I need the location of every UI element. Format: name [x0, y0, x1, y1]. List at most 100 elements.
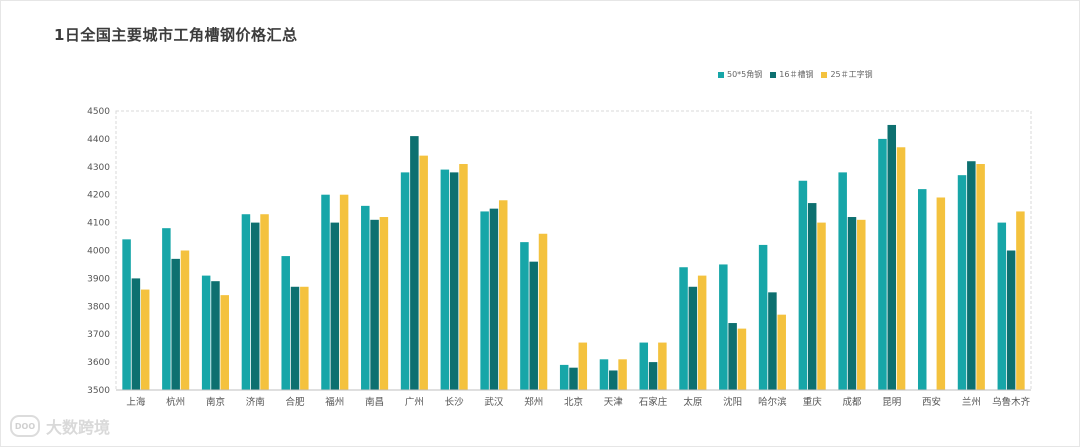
bar-1: [281, 256, 290, 390]
y-tick-label: 4500: [87, 107, 110, 117]
bar-1: [480, 211, 489, 390]
bar-1: [520, 242, 529, 390]
bar-2: [728, 323, 737, 390]
y-tick-label: 3800: [87, 302, 110, 312]
bar-3: [777, 314, 786, 390]
legend-label-3: 25＃工字钢: [830, 70, 873, 79]
bar-3: [737, 328, 747, 390]
bar-1: [878, 138, 887, 390]
bar-2: [688, 286, 698, 390]
x-tick-label: 杭州: [166, 396, 185, 408]
bar-2: [529, 261, 538, 390]
bar-2: [290, 286, 300, 390]
bar-3: [618, 359, 627, 390]
legend-swatch-2: [770, 71, 777, 78]
y-tick-label: 4400: [87, 135, 110, 145]
bar-3: [339, 194, 349, 390]
bar-1: [639, 342, 649, 390]
bar-3: [1016, 211, 1025, 390]
bar-3: [658, 342, 667, 390]
bar-3: [419, 155, 428, 390]
bar-2: [131, 278, 141, 390]
x-tick-label: 乌鲁木齐: [992, 396, 1031, 408]
y-tick-label: 3600: [87, 358, 110, 368]
x-tick-label: 北京: [564, 396, 583, 408]
x-tick-label: 天津: [604, 397, 624, 408]
bar-2: [250, 222, 260, 390]
bar-3: [936, 197, 946, 390]
legend-item-1: 50*5角钢: [718, 69, 762, 80]
bar-2: [211, 281, 220, 390]
legend-swatch-1: [718, 71, 724, 78]
bar-3: [220, 295, 230, 390]
bar-2: [768, 292, 777, 390]
bar-2: [489, 208, 499, 390]
x-tick-label: 济南: [246, 396, 265, 408]
bar-1: [798, 180, 808, 390]
x-tick-label: 上海: [126, 396, 146, 408]
bar-1: [440, 169, 450, 390]
watermark-logo-icon: DOO: [10, 415, 40, 437]
x-tick-label: 重庆: [803, 396, 823, 408]
x-tick-label: 成都: [842, 396, 862, 408]
x-tick-label: 哈尔滨: [758, 396, 787, 408]
bar-3: [260, 214, 269, 390]
x-tick-label: 兰州: [962, 396, 981, 408]
y-tick-label: 3700: [87, 330, 110, 340]
x-tick-label: 南昌: [365, 396, 384, 408]
bar-3: [817, 222, 826, 390]
bar-2: [171, 258, 180, 390]
x-tick-label: 南京: [206, 396, 225, 408]
bar-2: [609, 370, 618, 390]
bar-3: [896, 147, 906, 390]
x-tick-label: 昆明: [882, 397, 901, 408]
bar-3: [976, 164, 985, 390]
y-tick-label: 4300: [87, 163, 110, 173]
bar-3: [300, 286, 309, 390]
legend-item-2: 16＃槽钢: [770, 69, 813, 80]
bar-2: [449, 172, 459, 390]
bar-1: [201, 275, 211, 390]
x-tick-label: 郑州: [524, 396, 543, 408]
y-tick-label: 3900: [87, 274, 110, 284]
bar-3: [697, 275, 707, 390]
bar-1: [162, 228, 171, 390]
bar-1: [997, 222, 1007, 390]
y-tick-label: 4200: [87, 191, 110, 201]
bar-2: [370, 219, 379, 390]
bar-1: [957, 175, 967, 390]
legend-swatch-3: [821, 71, 828, 78]
bar-2: [807, 203, 817, 390]
bar-3: [140, 289, 150, 390]
bar-2: [887, 124, 897, 390]
legend-label-1: 50*5角钢: [727, 70, 763, 79]
x-tick-label: 福州: [325, 396, 344, 408]
bar-1: [400, 172, 410, 390]
bar-2: [648, 362, 658, 390]
chart-title: 1日全国主要城市工角槽钢价格汇总: [54, 26, 298, 44]
x-tick-label: 武汉: [484, 396, 504, 408]
bar-2: [410, 136, 419, 390]
x-tick-label: 长沙: [445, 396, 465, 408]
x-tick-label: 合肥: [286, 396, 306, 408]
x-tick-label: 沈阳: [723, 396, 742, 408]
bar-3: [857, 219, 866, 390]
y-tick-label: 3500: [87, 386, 110, 396]
legend-item-3: 25＃工字钢: [821, 69, 873, 80]
bar-1: [719, 264, 728, 390]
y-tick-label: 4100: [87, 219, 110, 229]
bar-1: [241, 214, 251, 390]
bar-1: [838, 172, 847, 390]
bar-2: [1006, 250, 1016, 390]
x-tick-label: 西安: [922, 396, 941, 408]
bar-1: [559, 364, 569, 390]
watermark-label: 大数跨境: [46, 418, 111, 437]
x-tick-label: 太原: [683, 396, 702, 408]
x-tick-label: 广州: [405, 396, 424, 408]
bar-2: [330, 222, 340, 390]
bar-1: [917, 189, 927, 390]
bar-2: [847, 217, 857, 390]
y-tick-label: 4000: [87, 247, 110, 257]
bar-3: [578, 342, 588, 390]
